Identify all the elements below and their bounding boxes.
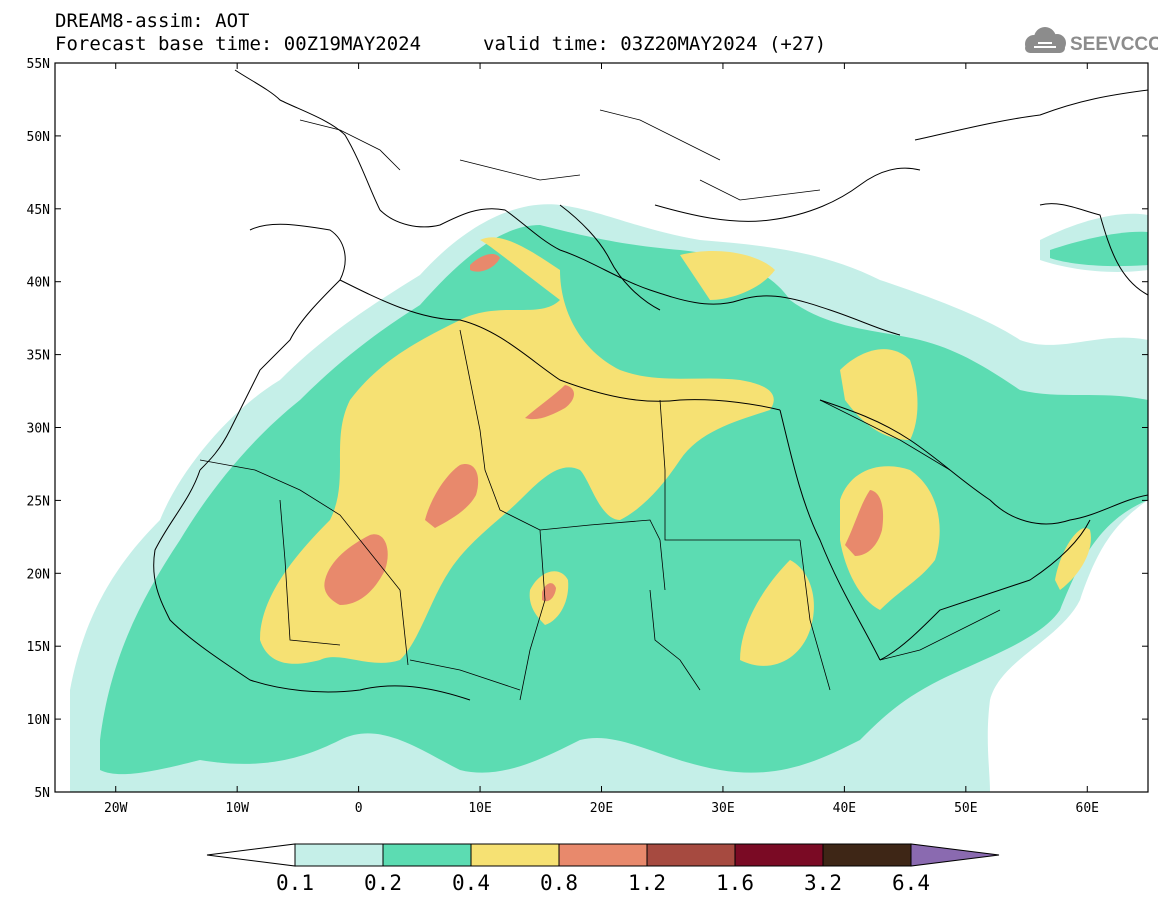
colorbar-level-label: 0.1 (276, 871, 314, 895)
lat-tick-label: 55N (27, 57, 50, 72)
lon-tick-label: 60E (1076, 801, 1099, 816)
lat-tick-label: 10N (27, 713, 50, 728)
seevccc-logo: SEEVCCC (1018, 24, 1162, 60)
aot-region-0.8-sardinia (470, 254, 500, 272)
lat-tick-label: 20N (27, 567, 50, 582)
aot-region-0.8-arabia (845, 490, 884, 556)
colorbar-under-arrow (206, 843, 296, 867)
lon-tick-label: 20W (104, 801, 128, 816)
colorbar-over-arrow (910, 843, 1000, 867)
colorbar-swatch (646, 843, 736, 867)
lat-tick-label: 40N (27, 276, 50, 291)
latitude-axis: 55N 50N 45N 40N 35N 30N 25N 20N 15N 10N 5N (27, 57, 1148, 801)
lat-tick-label: 45N (27, 203, 50, 218)
svg-text:SEEVCCC: SEEVCCC (1070, 34, 1158, 55)
lon-tick-label: 30E (711, 801, 734, 816)
aot-region-0.8-chad (542, 583, 556, 602)
aot-region-0.4-sudan (740, 560, 814, 666)
colorbar-swatch (382, 843, 472, 867)
colorbar-level-label: 1.2 (628, 871, 666, 895)
aot-region-0.4-oman (1055, 528, 1091, 590)
country-borders (199, 109, 1001, 701)
longitude-axis: 20W 10W 0 10E 20E 30E 40E 50E 60E (104, 63, 1099, 816)
colorbar-swatch (470, 843, 560, 867)
colorbar-level-label: 0.2 (364, 871, 402, 895)
colorbar-level-label: 0.4 (452, 871, 490, 895)
aot-region-0.2-caspian (1050, 231, 1148, 267)
colorbar (206, 843, 1000, 867)
lon-tick-label: 20E (590, 801, 613, 816)
lat-tick-label: 5N (34, 786, 50, 801)
lon-tick-label: 10W (225, 801, 249, 816)
colorbar-level-label: 0.8 (540, 871, 578, 895)
aot-region-0.8-mali (324, 534, 388, 605)
coastlines-and-borders (153, 69, 1148, 701)
lat-tick-label: 35N (27, 349, 50, 364)
lon-tick-label: 50E (954, 801, 977, 816)
lon-tick-label: 0 (355, 801, 363, 816)
forecast-base-time: Forecast base time: 00Z19MAY2024 (55, 33, 422, 55)
lat-tick-label: 15N (27, 640, 50, 655)
lon-tick-label: 40E (833, 801, 856, 816)
aot-region-0.8-libya (525, 385, 575, 420)
colorbar-level-label: 6.4 (892, 871, 930, 895)
colorbar-swatch (822, 843, 912, 867)
aot-region-0.4-west (260, 237, 774, 664)
colorbar-swatch (558, 843, 648, 867)
lon-tick-label: 10E (468, 801, 491, 816)
colorbar-swatch (294, 843, 384, 867)
aot-region-0.8-algeria (425, 464, 479, 528)
aot-region-0.4-iraq (840, 349, 918, 440)
lat-tick-label: 50N (27, 130, 50, 145)
map-title: DREAM8-assim: AOT (55, 10, 250, 32)
colorbar-level-label: 1.6 (716, 871, 754, 895)
colorbar-level-label: 3.2 (804, 871, 842, 895)
colorbar-swatch (734, 843, 824, 867)
lat-tick-label: 25N (27, 494, 50, 509)
lat-tick-label: 30N (27, 422, 50, 437)
valid-time: valid time: 03Z20MAY2024 (+27) (483, 33, 827, 55)
aot-region-0.4-turkey (680, 250, 775, 300)
